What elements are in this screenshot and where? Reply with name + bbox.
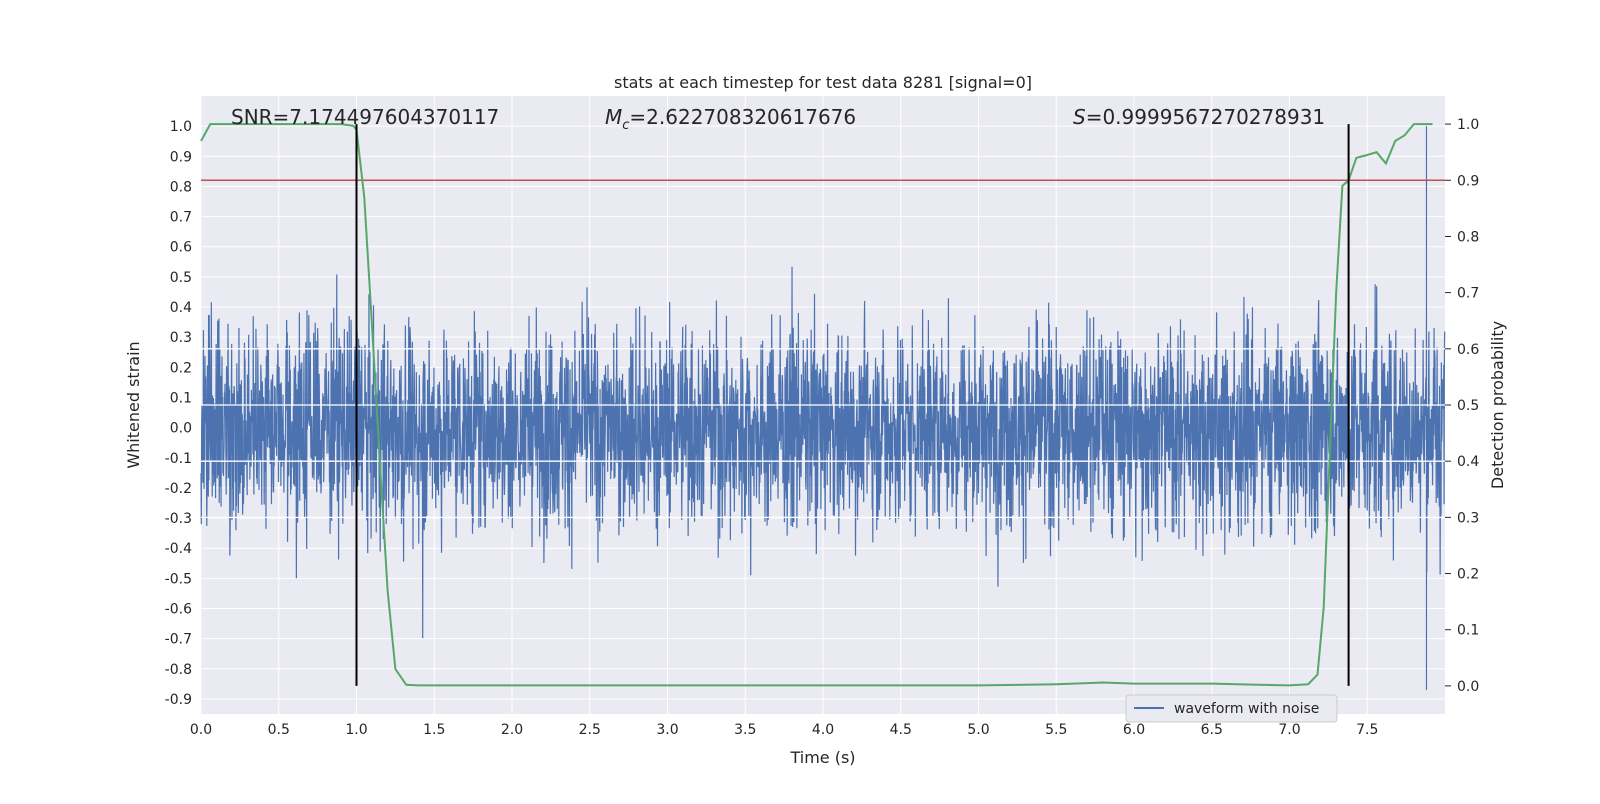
x-tick-label: 3.0 xyxy=(656,722,678,738)
left-y-tick-label: 0.6 xyxy=(170,240,192,256)
left-y-tick-label: 0.9 xyxy=(170,149,192,165)
chirp-mass-symbol: M xyxy=(605,105,622,129)
x-tick-label: 1.0 xyxy=(345,722,367,738)
left-y-tick-label: 0.0 xyxy=(170,421,192,437)
left-y-tick-label: -0.6 xyxy=(165,601,192,617)
s-annotation: S=0.9999567270278931 xyxy=(1073,105,1325,129)
x-tick-label: 0.0 xyxy=(190,722,212,738)
threshold-layer xyxy=(201,179,1445,519)
chirp-mass-value: =2.622708320617676 xyxy=(629,105,856,129)
x-tick-label: 1.5 xyxy=(423,722,445,738)
probability-series xyxy=(200,123,1433,687)
left-y-tick-label: 0.7 xyxy=(170,210,192,226)
s-value: =0.9999567270278931 xyxy=(1086,105,1325,129)
right-y-tick-label: 0.5 xyxy=(1457,398,1479,414)
left-y-tick-label: 0.1 xyxy=(170,390,192,406)
vertical-markers xyxy=(355,124,1350,686)
left-y-tick-label: 0.5 xyxy=(170,270,192,286)
left-y-tick-label: -0.9 xyxy=(165,692,192,708)
left-y-tick-label: -0.1 xyxy=(165,451,192,467)
left-axis-ticks: 1.0 0.9 0.8 0.7 0.6 0.5 0.4 0.3 0.2 0.1 0.0 -0.1 -0.… xyxy=(165,119,192,708)
x-axis-title: Time (s) xyxy=(789,748,855,767)
x-tick-label: 3.5 xyxy=(734,722,756,738)
chirp-mass-subscript: c xyxy=(622,118,629,133)
x-tick-label: 6.0 xyxy=(1123,722,1145,738)
right-y-tick-label: 0.4 xyxy=(1457,454,1479,470)
right-y-tick-label: 0.6 xyxy=(1457,342,1479,358)
legend-box xyxy=(1125,694,1338,723)
left-y-tick-label: -0.2 xyxy=(165,481,192,497)
x-tick-label: 7.5 xyxy=(1356,722,1378,738)
x-tick-label: 7.0 xyxy=(1278,722,1300,738)
x-tick-label: 5.5 xyxy=(1045,722,1067,738)
x-tick-label: 5.0 xyxy=(967,722,989,738)
left-y-tick-label: 0.8 xyxy=(170,179,192,195)
right-y-tick-label: 0.9 xyxy=(1457,173,1479,189)
left-y-tick-label: -0.8 xyxy=(165,662,192,678)
legend-label: waveform with noise xyxy=(1174,701,1319,717)
x-tick-label: 2.0 xyxy=(501,722,523,738)
left-y-tick-label: -0.5 xyxy=(165,571,192,587)
left-y-tick-label: -0.3 xyxy=(165,511,192,527)
waveform-line xyxy=(200,126,1446,690)
right-y-tick-label: 0.0 xyxy=(1457,679,1479,695)
left-y-tick-label: 0.2 xyxy=(170,360,192,376)
s-symbol: S xyxy=(1073,105,1086,129)
chart-title: stats at each timestep for test data 828… xyxy=(614,73,1032,92)
right-y-tick-label: 0.8 xyxy=(1457,229,1479,245)
x-tick-label: 4.5 xyxy=(890,722,912,738)
left-y-tick-label: -0.4 xyxy=(165,541,192,557)
left-y-tick-label: 0.3 xyxy=(170,330,192,346)
probability-line xyxy=(200,123,1433,687)
right-axis-title: Detection probability xyxy=(1488,321,1507,489)
right-y-tick-label: 0.3 xyxy=(1457,510,1479,526)
left-y-tick-label: 1.0 xyxy=(170,119,192,135)
right-axis-ticks: 1.0 0.9 0.8 0.7 0.6 0.5 0.4 0.3 0.2 0.1 0.0 xyxy=(1445,117,1479,695)
snr-annotation: SNR=7.174497604370117 xyxy=(231,105,499,129)
x-tick-label: 4.0 xyxy=(812,722,834,738)
left-y-tick-label: -0.7 xyxy=(165,632,192,648)
right-y-tick-label: 1.0 xyxy=(1457,117,1479,133)
left-axis-title: Whitened strain xyxy=(124,341,143,468)
right-y-tick-label: 0.2 xyxy=(1457,567,1479,583)
x-axis-ticks: 0.0 0.5 1.0 1.5 2.0 2.5 3.0 3.5 4.0 4.5 5.0 5.5 6.0 6… xyxy=(190,722,1379,738)
x-tick-label: 2.5 xyxy=(579,722,601,738)
chirp-mass-annotation: Mc=2.622708320617676 xyxy=(605,105,856,133)
x-tick-label: 6.5 xyxy=(1201,722,1223,738)
x-tick-label: 0.5 xyxy=(268,722,290,738)
waveform-series xyxy=(200,126,1446,690)
left-y-tick-label: 0.4 xyxy=(170,300,192,316)
legend: waveform with noise xyxy=(1125,694,1338,723)
right-y-tick-label: 0.7 xyxy=(1457,286,1479,302)
right-y-tick-label: 0.1 xyxy=(1457,623,1479,639)
